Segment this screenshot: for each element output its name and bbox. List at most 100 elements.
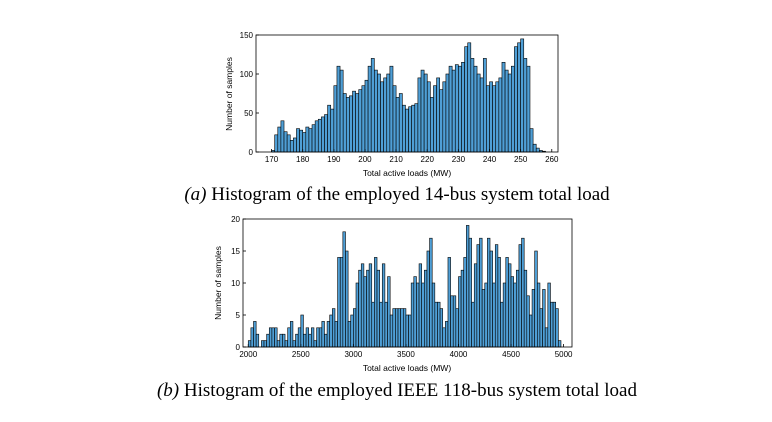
histogram-bar-a [389,65,394,153]
histogram-bar-a [367,65,372,153]
histogram-bar-b [387,276,391,348]
histogram-bar-a [386,73,391,153]
histogram-bar-b [253,321,257,348]
histogram-bar-b [292,340,296,348]
histogram-bar-a [293,137,297,153]
histogram-bar-b [473,263,478,348]
histogram-bar-b [455,308,459,348]
histogram-bar-b [303,333,307,348]
x-tick-label-a: 200 [358,155,372,164]
x-tick-label-b: 4000 [450,350,468,359]
histogram-bar-a [352,90,356,153]
histogram-bar-a [507,73,512,153]
histogram-bar-b [479,237,483,348]
histogram-bar-a [333,85,338,153]
histogram-bar-b [376,269,380,348]
histogram-bar-b [321,321,325,348]
histogram-bar-a [520,38,525,153]
histogram-bar-b [332,308,336,348]
histogram-bar-b [381,263,386,348]
histogram-bar-a [526,65,531,153]
histogram-bar-a [314,120,319,153]
histogram-bar-a [383,77,388,153]
histogram-bar-a [433,85,437,153]
histogram-bar-b [379,301,383,348]
histogram-bar-a [345,97,350,153]
x-tick-label-b: 2500 [292,350,310,359]
histogram-bar-b [263,340,267,348]
histogram-bars-b [247,225,562,348]
histogram-bar-a [501,61,506,153]
histogram-bar-b [389,314,394,348]
x-tick-label-a: 240 [483,155,497,164]
histogram-bar-b [452,295,457,348]
histogram-bar-b [268,327,273,348]
histogram-bar-b [337,257,341,348]
histogram-bar-b [402,308,407,348]
histogram-bar-a [286,134,291,153]
histogram-bar-b [339,257,344,348]
histogram-bar-b [358,269,362,348]
histogram-bar-b [400,308,404,348]
histogram-bar-b [416,282,420,348]
histogram-bar-b [311,327,315,348]
histogram-bar-b [316,327,320,348]
histogram-bar-a [305,126,310,153]
histogram-bar-b [410,282,415,348]
histogram-bar-b [424,269,428,348]
histogram-bar-b [374,257,378,348]
histogram-bar-b [523,269,528,348]
histogram-bar-b [279,333,283,348]
histogram-bar-b [271,327,275,348]
axis-ticks-a: 170 180 190 200 210 220 230 240 250 260 0 50 100 150 [240,31,559,164]
histogram-bar-a [470,58,475,153]
caption-b: (b) Histogram of the employed IEEE 118-b… [157,380,638,401]
histogram-bar-b [429,237,433,348]
x-tick-label-a: 260 [545,155,559,164]
histogram-bar-a [327,104,332,153]
histogram-bar-a [311,124,316,153]
histogram-bar-b [460,269,465,348]
histogram-bar-b [502,282,507,348]
histogram-bar-a [535,147,540,153]
histogram-bar-b [397,308,401,348]
histogram-bar-a [467,42,472,153]
histogram-bar-b [334,321,338,348]
y-tick-label-b: 5 [236,311,241,320]
caption-b-label: (b) [157,380,179,401]
histogram-bar-b [284,340,288,348]
histogram-bar-b [447,257,451,348]
histogram-bar-a [377,73,381,153]
histogram-bar-b [360,263,365,348]
histogram-bar-b [481,289,486,348]
y-tick-label-a: 50 [244,109,253,118]
histogram-bar-b [295,333,299,348]
histogram-bar-a [486,85,490,153]
histogram-bar-b [395,308,399,348]
histogram-bar-b [405,314,409,348]
histogram-bar-a [423,73,428,153]
histogram-bar-a [426,81,431,153]
histogram-bar-a [495,81,500,153]
axis-ticks-b: 2000 2500 3000 3500 4000 4500 5000 0 5 10 15 20 [231,215,573,359]
histogram-bar-a [479,77,484,153]
histogram-bar-a [402,104,406,153]
histogram-bar-a [342,93,347,153]
histogram-bar-b [342,231,346,348]
histogram-bar-b [266,333,270,348]
y-tick-label-b: 0 [236,343,241,352]
histogram-bar-b [450,295,454,348]
y-tick-label-b: 15 [231,247,240,256]
histogram-bar-a [364,79,369,153]
histogram-bar-b [345,250,349,348]
histogram-bar-b [318,327,323,348]
histogram-bar-a [324,114,328,153]
histogram-bar-a [529,128,534,153]
histogram-bar-b [324,333,328,348]
histogram-bar-a [523,58,528,153]
histogram-bar-a [395,97,400,153]
histogram-bar-a [277,126,282,153]
histogram-bar-b [363,276,367,348]
histogram-bar-b [368,263,373,348]
histogram-bar-b [442,327,446,348]
